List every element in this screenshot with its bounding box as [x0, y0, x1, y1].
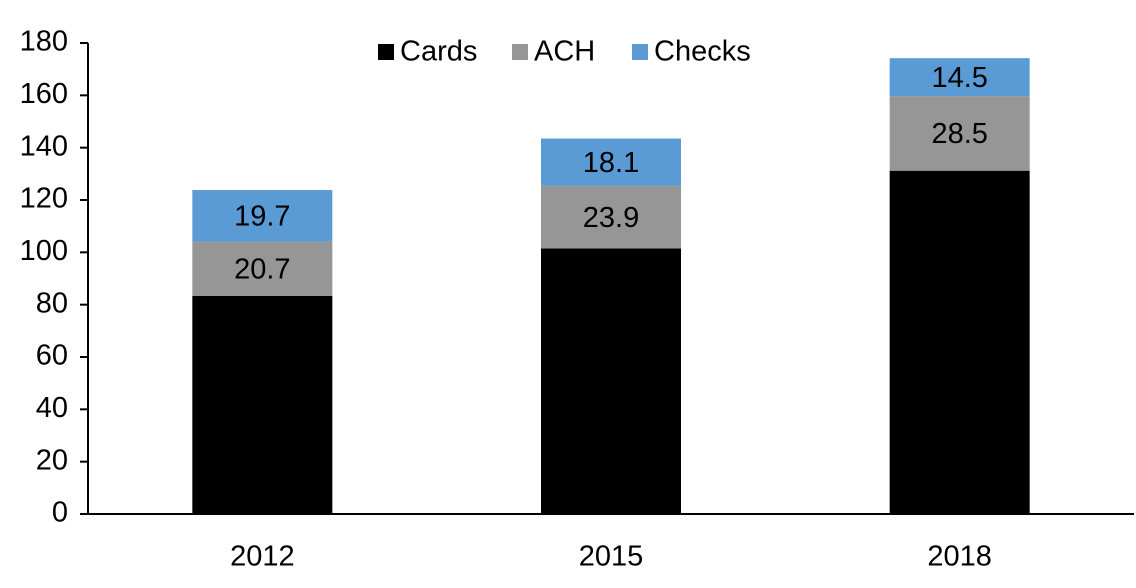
legend-label: Checks	[654, 36, 751, 68]
data-label: 101.5	[575, 366, 648, 398]
data-label: 83.4	[234, 390, 290, 422]
bar-segment	[192, 190, 333, 242]
data-label: 23.9	[583, 202, 639, 234]
data-label: 20.7	[234, 253, 290, 285]
legend-label: ACH	[534, 36, 595, 68]
bar-segment	[192, 241, 333, 296]
y-tick-label: 60	[36, 340, 68, 372]
y-tick-label: 20	[36, 444, 68, 476]
x-tick-label: 2015	[579, 541, 644, 573]
y-tick-label: 100	[20, 235, 68, 267]
y-tick-label: 140	[20, 130, 68, 162]
x-tick-label: 2018	[927, 541, 992, 573]
x-tick-label: 2012	[230, 541, 295, 573]
bar-segment	[889, 96, 1030, 171]
y-tick-label: 160	[20, 78, 68, 110]
legend-swatch	[512, 44, 528, 60]
data-label: 18.1	[583, 147, 639, 179]
data-label: 28.5	[931, 118, 987, 150]
data-label: 19.7	[234, 200, 290, 232]
bar-segment	[192, 295, 333, 514]
bar-segment	[541, 138, 681, 186]
bar-segment	[541, 248, 681, 515]
bar-segment	[541, 185, 681, 249]
data-label: 131.2	[923, 327, 996, 359]
y-tick-label: 80	[36, 287, 68, 319]
y-tick-label: 120	[20, 183, 68, 215]
data-label: 14.5	[931, 62, 987, 94]
bar-segment	[889, 58, 1030, 97]
legend-label: Cards	[400, 36, 477, 68]
legend-swatch	[632, 44, 648, 60]
y-tick-label: 40	[36, 392, 68, 424]
y-tick-label: 180	[20, 26, 68, 58]
bar-segment	[889, 170, 1030, 514]
y-tick-label: 0	[52, 497, 68, 529]
legend-swatch	[378, 44, 394, 60]
